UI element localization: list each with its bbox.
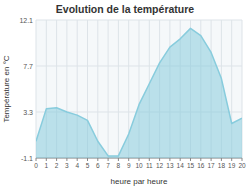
title: Evolution de la température (56, 3, 194, 15)
x-tick-label: 8 (117, 162, 121, 169)
x-tick-label: 0 (34, 162, 38, 169)
x-tick-label: 13 (166, 162, 174, 169)
x-tick-label: 4 (75, 162, 79, 169)
chart: -1.13.37.712.101234567891011121314151617… (0, 0, 250, 188)
x-tick-label: 11 (146, 162, 153, 169)
x-tick-label: 6 (96, 162, 100, 169)
y-tick-label: 7.7 (23, 63, 33, 70)
x-grid-line (97, 20, 98, 158)
x-tick-label: 18 (218, 162, 226, 169)
series (36, 28, 242, 158)
x-tick-label: 14 (177, 162, 185, 169)
x-grid-line (118, 20, 119, 158)
x-axis-label: heure par heure (111, 177, 168, 186)
x-grid-line (108, 20, 109, 158)
x-tick-label: 12 (156, 162, 164, 169)
y-tick-label: 12.1 (19, 17, 33, 24)
y-axis-label: Température en °C (2, 55, 11, 122)
x-tick-label: 19 (228, 162, 236, 169)
area (36, 28, 242, 158)
x-tick-label: 10 (135, 162, 143, 169)
x-tick-label: 3 (65, 162, 69, 169)
axes: -1.13.37.712.101234567891011121314151617… (19, 17, 246, 170)
x-tick-label: 9 (127, 162, 131, 169)
x-tick-label: 20 (238, 162, 246, 169)
x-tick-label: 7 (106, 162, 110, 169)
line (36, 28, 242, 156)
x-tick-label: 5 (86, 162, 90, 169)
y-tick-label: -1.1 (21, 155, 33, 162)
x-tick-label: 1 (44, 162, 48, 169)
grid (36, 20, 242, 158)
y-tick-label: 3.3 (23, 109, 33, 116)
x-grid-line (36, 20, 37, 158)
x-tick-label: 16 (197, 162, 205, 169)
plot-area (36, 20, 242, 158)
x-tick-label: 15 (187, 162, 195, 169)
x-tick-label: 2 (55, 162, 59, 169)
x-tick-label: 17 (207, 162, 215, 169)
